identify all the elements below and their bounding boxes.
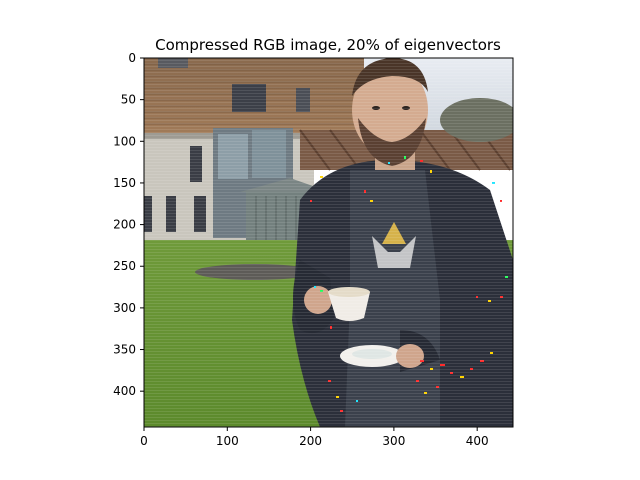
- x-tick-label: 300: [382, 434, 405, 448]
- y-tick-label: 200: [113, 218, 136, 232]
- x-tick-label: 100: [216, 434, 239, 448]
- y-axis: 0 50 100 150 200 250 300 350 400: [113, 51, 144, 398]
- y-tick-label: 250: [113, 259, 136, 273]
- y-tick-label: 350: [113, 343, 136, 357]
- y-tick-label: 300: [113, 301, 136, 315]
- y-tick-label: 100: [113, 134, 136, 148]
- x-tick-label: 400: [466, 434, 489, 448]
- x-tick-label: 200: [299, 434, 322, 448]
- y-tick-label: 0: [128, 51, 136, 65]
- y-tick-label: 400: [113, 384, 136, 398]
- y-tick-label: 150: [113, 176, 136, 190]
- x-tick-label: 0: [140, 434, 148, 448]
- photo-man-holding-cup-icon: [144, 58, 513, 427]
- y-tick-label: 50: [121, 93, 136, 107]
- plot-title: Compressed RGB image, 20% of eigenvector…: [155, 36, 501, 54]
- x-axis: 0 100 200 300 400: [140, 427, 489, 448]
- axes-frame: [143, 57, 514, 428]
